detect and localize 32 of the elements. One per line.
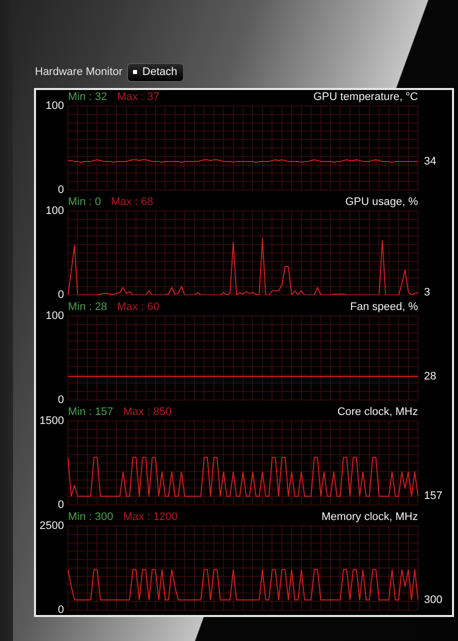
- text: Min : 300: [68, 511, 114, 524]
- text: Min : 32: [68, 91, 108, 104]
- y-tick-label: 100: [46, 205, 64, 218]
- data-label: 157: [424, 490, 442, 502]
- y-tick-label: 0: [58, 184, 64, 196]
- data-label: 3: [424, 286, 430, 299]
- y-tick-label: 0: [58, 394, 64, 406]
- chart-title: Fan speed, %: [350, 301, 418, 314]
- y-tick-label: 0: [58, 499, 64, 512]
- y-tick-label: 100: [46, 100, 64, 112]
- text: Max : 60: [117, 301, 160, 314]
- text: Max : 1200: [123, 511, 178, 524]
- text: Max : 37: [117, 91, 160, 104]
- data-label: 300: [424, 594, 442, 606]
- chart-title: Core clock, MHz: [337, 406, 418, 418]
- y-tick-label: 0: [58, 289, 64, 302]
- text: Max : 68: [111, 196, 154, 208]
- text: Max : 850: [123, 406, 172, 418]
- text: Min : 157: [68, 406, 114, 418]
- detach-button: Detach: [128, 64, 184, 80]
- y-tick-label: 1500: [40, 415, 64, 428]
- y-tick-label: 2500: [40, 520, 64, 532]
- y-tick-label: 100: [46, 310, 64, 322]
- chart-title: GPU temperature, °C: [313, 91, 418, 104]
- data-label: 34: [424, 155, 436, 168]
- data-label: 28: [424, 370, 436, 383]
- chart-title: Memory clock, MHz: [321, 511, 418, 524]
- text: Min : 28: [68, 301, 108, 314]
- y-tick-label: 0: [58, 604, 64, 616]
- text: Hardware Monitor: [35, 66, 122, 78]
- chart-title: GPU usage, %: [345, 196, 418, 208]
- text: Min : 0: [68, 196, 102, 208]
